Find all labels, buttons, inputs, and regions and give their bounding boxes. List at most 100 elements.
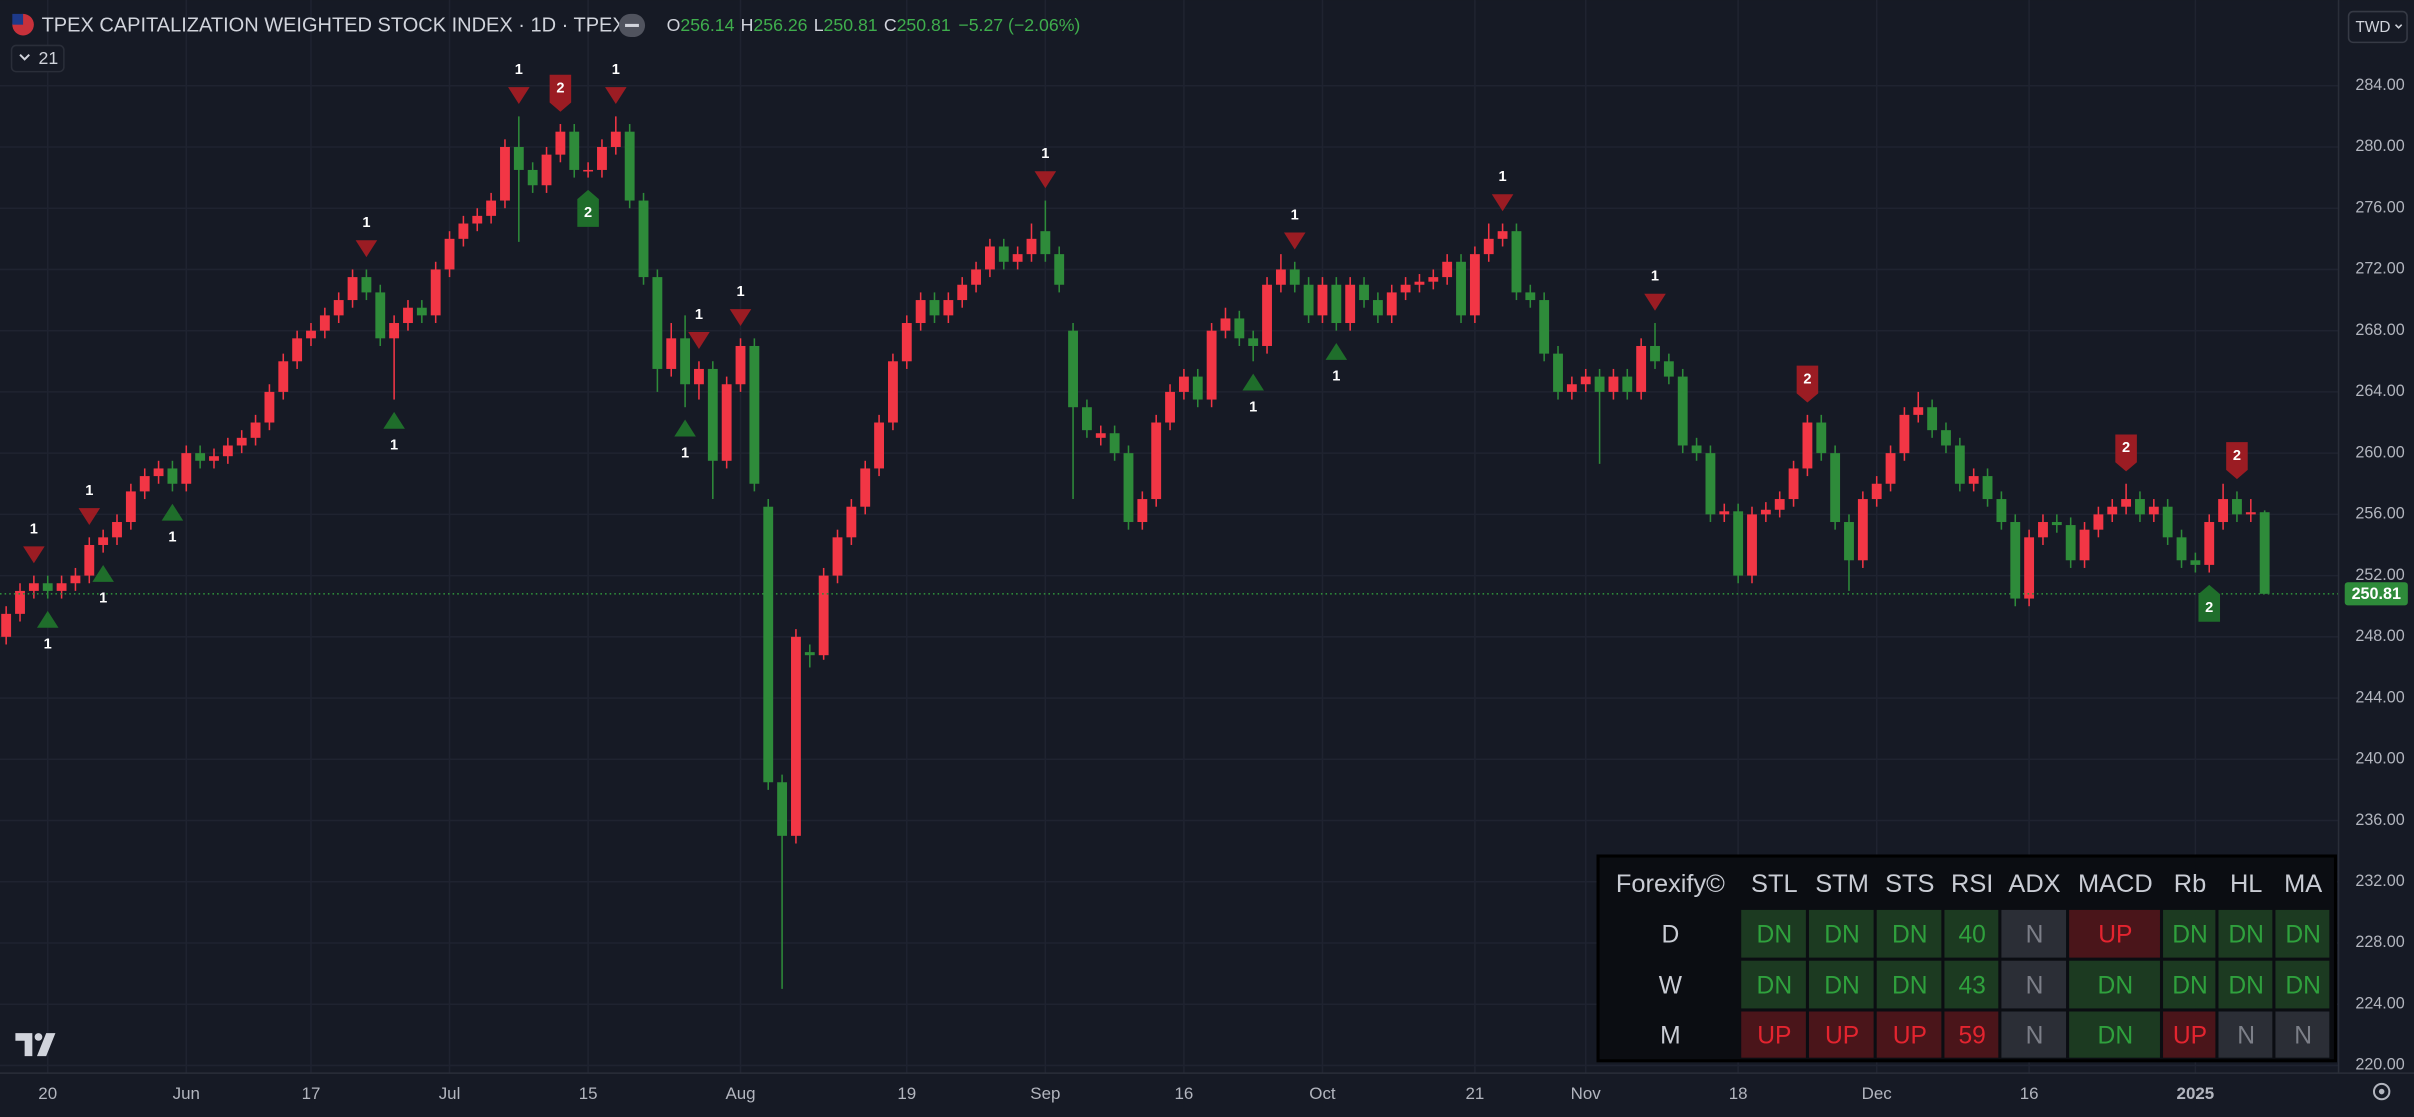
candle-body	[1636, 345, 1647, 392]
y-tick-label: 244.00	[2355, 688, 2404, 706]
signal-flag	[2226, 442, 2248, 480]
signal-flag	[549, 74, 572, 112]
table-cell	[2069, 960, 2160, 1009]
candle-body	[1871, 483, 1882, 500]
candle-body	[707, 368, 718, 461]
candle-body	[292, 338, 303, 362]
candle-body	[153, 468, 164, 477]
change: −5.27 (−2.06%)	[958, 15, 1080, 35]
signal-table: Forexify© STL STM STS RSI ADX MACD Rb HL MA D DN DN D…	[1596, 854, 2338, 1063]
candle-body	[1456, 261, 1466, 316]
table-cell	[1808, 1011, 1874, 1058]
candle-body	[2176, 537, 2187, 561]
table-cell	[2163, 1011, 2216, 1058]
signal-label: 1	[1041, 146, 1049, 162]
indicator-toggle[interactable]	[10, 44, 65, 73]
candle-body	[915, 300, 926, 324]
candle-body	[1220, 318, 1231, 331]
table-cell-text: 59	[1958, 1022, 1985, 1049]
signal-triangle	[78, 508, 101, 526]
table-cell-text: DN	[2172, 972, 2208, 999]
y-tick-label: 272.00	[2355, 260, 2404, 278]
candle-body	[1262, 284, 1272, 346]
candle-body	[1081, 407, 1092, 431]
candle-body	[1996, 499, 2007, 523]
candle-body	[2148, 506, 2159, 515]
signal-label: 1	[99, 591, 107, 607]
candle-body	[42, 583, 53, 591]
signal-triangle	[355, 240, 378, 258]
table-cell-text: DN	[2285, 972, 2321, 999]
x-tick-label: 15	[579, 1084, 598, 1103]
candle-body	[2135, 499, 2145, 515]
table-cell-text: N	[2026, 972, 2044, 999]
signal-label: 1	[736, 284, 744, 300]
y-tick-label: 268.00	[2355, 321, 2404, 339]
x-tick-label: 18	[1729, 1084, 1748, 1103]
table-cell-text: DN	[2098, 972, 2134, 999]
candle-body	[403, 307, 413, 324]
ohlc-value: 256.26	[753, 15, 807, 35]
y-tick-label: 220.00	[2355, 1056, 2404, 1074]
candle-body	[209, 456, 219, 461]
signal-label: 1	[681, 445, 689, 461]
candle-body	[389, 323, 400, 339]
table-cell-text: UP	[1757, 1022, 1791, 1049]
candle-body	[1442, 261, 1453, 278]
table-cell	[2218, 909, 2273, 958]
table-header: Forexify©	[1616, 870, 1725, 898]
ohlc-label: L	[814, 15, 824, 35]
signal-triangle	[508, 87, 530, 105]
table-cell-text: UP	[2173, 1022, 2207, 1049]
candle-body	[846, 506, 857, 538]
x-tick-label: 17	[302, 1084, 321, 1103]
candle-body	[721, 384, 732, 461]
signal-label: 1	[695, 307, 703, 323]
candle-body	[139, 476, 150, 492]
candle-body	[860, 468, 871, 507]
candle-body	[818, 575, 829, 656]
candle-body	[2121, 499, 2132, 507]
candle-body	[1622, 376, 1633, 392]
tv-logo	[34, 1033, 43, 1041]
candle-body	[1331, 284, 1342, 324]
signal-label: 1	[1332, 369, 1340, 385]
table-cell-text: N	[2294, 1022, 2312, 1049]
signal-triangle	[161, 503, 184, 521]
indicator-count: 21	[38, 48, 58, 68]
table-cell	[1944, 1011, 1999, 1058]
candle-body	[1414, 281, 1425, 285]
candle-body	[1289, 269, 1300, 285]
signal-label: 1	[1249, 399, 1257, 415]
y-tick-label: 260.00	[2355, 443, 2404, 461]
row-label: M	[1660, 1022, 1681, 1049]
candle-body	[1844, 522, 1854, 561]
candle-body	[1428, 277, 1439, 282]
ohlc-legend: O256.14 H256.26 L250.81 C250.81 −5.27 (−2.06…	[667, 15, 1081, 35]
candle-body	[1248, 338, 1259, 346]
signal-triangle	[1491, 194, 1514, 212]
table-cell-text: DN	[2285, 922, 2321, 949]
candle-body	[2093, 514, 2104, 530]
candle-body	[70, 575, 81, 584]
candle-body	[416, 307, 427, 316]
table-header: STS	[1885, 870, 1934, 898]
candle-body	[500, 146, 510, 201]
table-cell	[2069, 1011, 2160, 1058]
table-cell-text: UP	[1893, 1022, 1927, 1049]
settings-icon[interactable]	[2372, 1082, 2391, 1101]
candle-body	[1026, 238, 1037, 255]
candle-body	[569, 131, 580, 170]
candle-body	[15, 590, 25, 614]
candle-body	[2190, 560, 2201, 565]
candle-body	[458, 223, 469, 239]
candle-body	[1483, 238, 1494, 255]
table-cell	[2069, 909, 2160, 958]
candle-body	[624, 131, 635, 201]
table-cell	[2163, 909, 2216, 958]
table-cell-text: DN	[1892, 922, 1928, 949]
plot: 1 1 1 1 1 1 1 1 2 2 1 1 1 1 1 1 1 1 1 1 2 2 2 2	[0, 62, 2339, 989]
candle-body	[1705, 453, 1716, 515]
candle-body	[2051, 522, 2062, 526]
currency-button[interactable]	[2347, 10, 2408, 44]
